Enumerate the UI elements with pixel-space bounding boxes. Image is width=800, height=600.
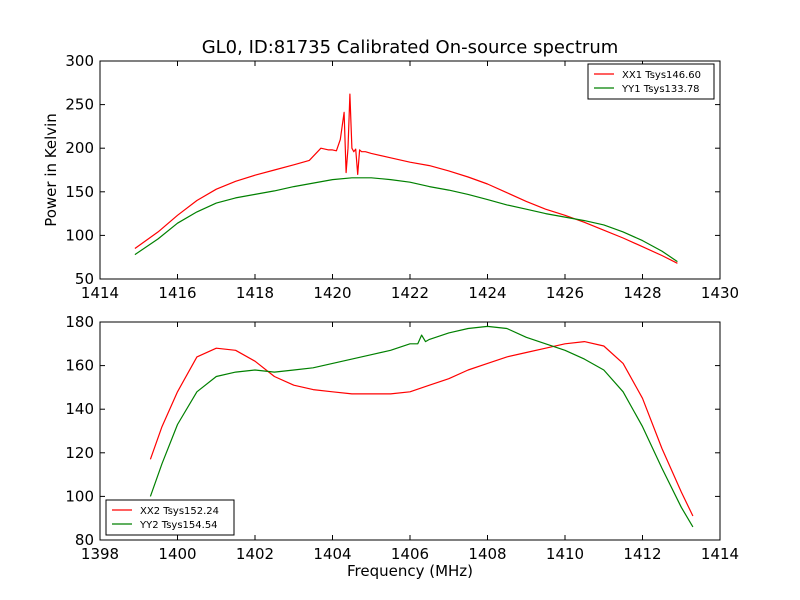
y-tick-label: 150 — [65, 183, 94, 201]
y-tick-label: 250 — [65, 96, 94, 114]
series-line-xx1 — [134, 93, 678, 264]
chart-title: GL0, ID:81735 Calibrated On-source spect… — [202, 37, 619, 58]
x-tick-label: 1414 — [701, 545, 739, 563]
bottom-subplot: 1398 1400 1402 1404 1406 1408 1410 1412 1414 80 10… — [65, 313, 739, 580]
legend-label: XX2 Tsys152.24 — [140, 506, 219, 517]
y-tick-label: 100 — [65, 226, 94, 244]
y-tick-label: 180 — [65, 313, 94, 331]
x-axis-label: Frequency (MHz) — [347, 562, 473, 580]
x-tick-label: 1414 — [81, 284, 119, 302]
x-tick-label: 1404 — [313, 545, 351, 563]
legend: XX1 Tsys146.60 YY1 Tsys133.78 — [587, 63, 715, 100]
x-tick-label: 1428 — [623, 284, 661, 302]
series-line-yy1 — [134, 177, 678, 263]
x-tick-label: 1406 — [391, 545, 429, 563]
y-tick-label: 50 — [75, 270, 94, 288]
legend-box — [587, 63, 715, 100]
x-tick-label: 1430 — [701, 284, 739, 302]
x-tick-label: 1424 — [468, 284, 506, 302]
legend-label: YY2 Tsys154.54 — [139, 520, 218, 531]
legend-label: XX1 Tsys146.60 — [622, 70, 701, 81]
x-tick-label: 1426 — [546, 284, 584, 302]
x-tick-label: 1400 — [158, 545, 196, 563]
x-tick-label: 1412 — [623, 545, 661, 563]
x-tick-label: 1416 — [158, 284, 196, 302]
y-tick-label: 100 — [65, 487, 94, 505]
x-tick-label: 1422 — [391, 284, 429, 302]
legend: XX2 Tsys152.24 YY2 Tsys154.54 — [105, 499, 235, 536]
x-tick-label: 1398 — [81, 545, 119, 563]
legend-box — [105, 499, 235, 536]
series-line-xx2 — [149, 341, 694, 517]
y-tick-label: 120 — [65, 444, 94, 462]
y-tick-label: 140 — [65, 400, 94, 418]
series-line-yy2 — [149, 325, 694, 528]
legend-label: YY1 Tsys133.78 — [621, 84, 700, 95]
x-tick-label: 1410 — [546, 545, 584, 563]
y-tick-label: 200 — [65, 139, 94, 157]
y-tick-label: 160 — [65, 357, 94, 375]
y-axis-label: Power in Kelvin — [42, 113, 60, 227]
x-tick-label: 1408 — [468, 545, 506, 563]
x-tick-label: 1402 — [236, 545, 274, 563]
y-tick-label: 80 — [75, 531, 94, 549]
top-subplot: 1414 1416 1418 1420 1422 1424 1426 1428 1430 50 10… — [42, 52, 739, 302]
x-tick-label: 1418 — [236, 284, 274, 302]
x-tick-label: 1420 — [313, 284, 351, 302]
y-tick-label: 300 — [65, 52, 94, 70]
